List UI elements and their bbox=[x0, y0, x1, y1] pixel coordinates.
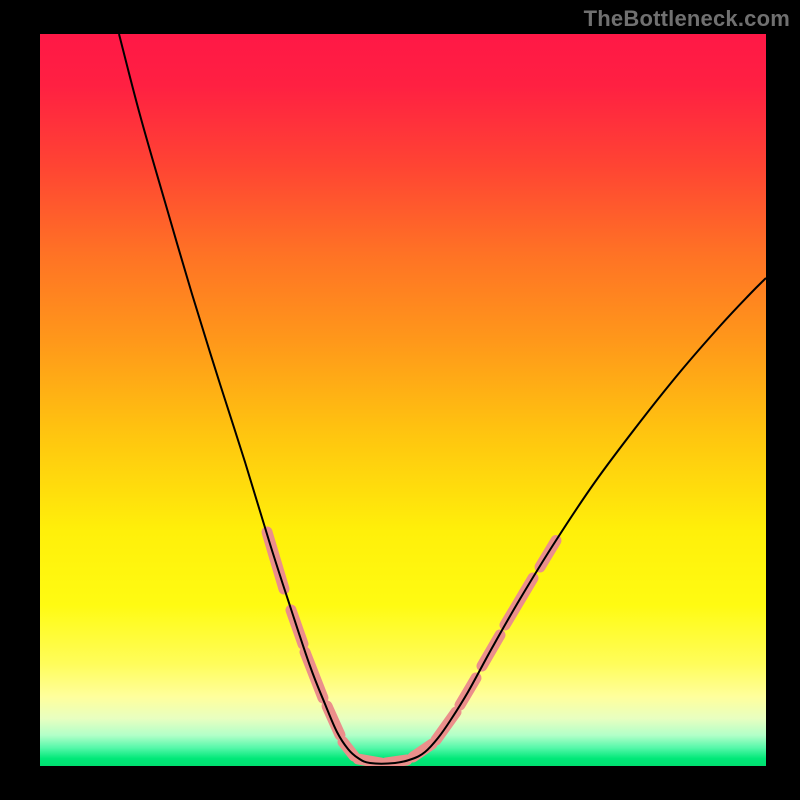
plot-area bbox=[40, 34, 766, 766]
chart-container: TheBottleneck.com bbox=[0, 0, 800, 800]
watermark-text: TheBottleneck.com bbox=[584, 6, 790, 32]
marker-segment bbox=[413, 744, 432, 757]
bottleneck-curve bbox=[119, 34, 766, 764]
curve-overlay bbox=[40, 34, 766, 766]
marker-segment bbox=[327, 706, 340, 735]
